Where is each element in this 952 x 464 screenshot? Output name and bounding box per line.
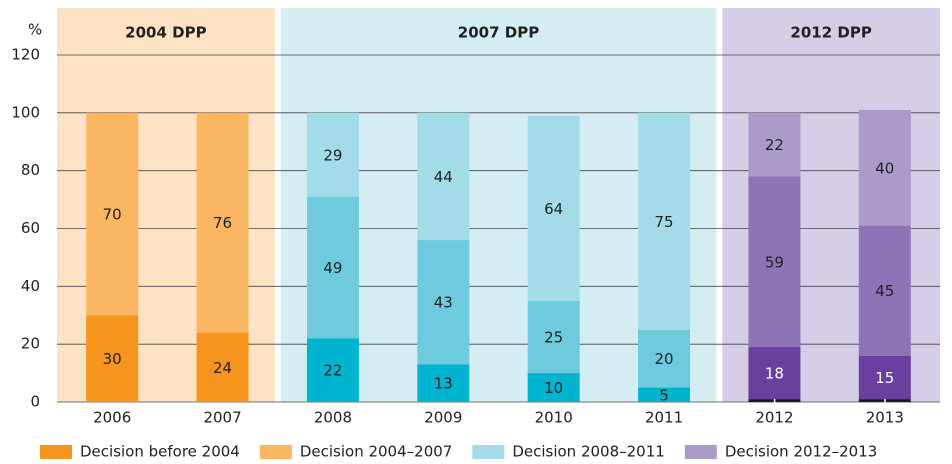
legend-swatch bbox=[684, 445, 717, 459]
x-tick-label: 2011 bbox=[645, 409, 683, 427]
x-tick-label: 2010 bbox=[535, 409, 573, 427]
group-backgrounds bbox=[57, 8, 940, 402]
data-label: 5 bbox=[659, 386, 669, 404]
data-label: 22 bbox=[323, 362, 342, 380]
data-label: 29 bbox=[323, 146, 342, 164]
bar-segment bbox=[638, 112, 691, 330]
bar-segment bbox=[858, 399, 911, 402]
data-label: 15 bbox=[875, 369, 894, 387]
bar-segment bbox=[638, 329, 691, 388]
legend-swatch bbox=[472, 445, 505, 459]
data-label: 44 bbox=[434, 168, 453, 186]
x-tick-label: 2006 bbox=[93, 409, 131, 427]
bar-segment bbox=[417, 112, 470, 241]
legend-label: Decision before 2004 bbox=[80, 443, 240, 461]
data-label: 18 bbox=[765, 365, 784, 383]
y-axis-label: % bbox=[28, 21, 42, 39]
data-label: 43 bbox=[434, 294, 453, 312]
bar-segment bbox=[306, 112, 359, 197]
y-tick-label: 20 bbox=[21, 335, 40, 353]
group-label: 2004 DPP bbox=[125, 24, 206, 42]
data-label: 64 bbox=[544, 200, 563, 218]
y-tick-label: 120 bbox=[11, 46, 40, 64]
bar-segment bbox=[417, 240, 470, 365]
legend-label: Decision 2012–2013 bbox=[725, 443, 877, 461]
bar-segment bbox=[196, 112, 249, 333]
x-tick-label: 2013 bbox=[866, 409, 904, 427]
data-label: 76 bbox=[213, 214, 232, 232]
y-tick-label: 40 bbox=[21, 277, 40, 295]
bar-segment bbox=[196, 332, 249, 402]
data-label: 1 bbox=[770, 392, 780, 410]
data-label: 59 bbox=[765, 253, 784, 271]
data-label: 10 bbox=[544, 379, 563, 397]
data-label: 30 bbox=[103, 350, 122, 368]
legend-label: Decision 2008–2011 bbox=[512, 443, 664, 461]
bar-segment bbox=[858, 225, 911, 356]
y-tick-label: 80 bbox=[21, 161, 40, 179]
data-label: 1 bbox=[880, 392, 890, 410]
data-label: 25 bbox=[544, 328, 563, 346]
bar-segment bbox=[86, 112, 139, 316]
bar-segment bbox=[306, 338, 359, 402]
legend-swatch bbox=[40, 445, 72, 459]
bar-segment bbox=[527, 115, 580, 301]
bar-segment bbox=[748, 112, 801, 177]
data-label: 75 bbox=[655, 213, 674, 231]
y-tick-label: 100 bbox=[11, 103, 40, 121]
data-label: 13 bbox=[434, 375, 453, 393]
bar-segment bbox=[858, 355, 911, 400]
bar-segment bbox=[527, 300, 580, 374]
legend-swatch bbox=[259, 445, 292, 459]
bar-segment bbox=[306, 196, 359, 339]
x-tick-label: 2009 bbox=[424, 409, 462, 427]
data-label: 22 bbox=[765, 136, 784, 154]
data-label: 45 bbox=[875, 282, 894, 300]
data-label: 20 bbox=[655, 350, 674, 368]
data-label: 24 bbox=[213, 359, 232, 377]
legend-label: Decision 2004–2007 bbox=[300, 443, 452, 461]
data-label: 49 bbox=[323, 259, 342, 277]
bar-segment bbox=[638, 387, 691, 402]
bar-segment bbox=[527, 373, 580, 402]
bar-segment bbox=[86, 315, 139, 402]
data-label: 40 bbox=[875, 159, 894, 177]
data-label: 70 bbox=[103, 206, 122, 224]
bar-segment bbox=[748, 176, 801, 348]
bar-segment bbox=[748, 347, 801, 400]
bar-segment bbox=[748, 399, 801, 402]
x-tick-label: 2012 bbox=[755, 409, 793, 427]
bar-segment bbox=[417, 364, 470, 402]
x-tick-label: 2007 bbox=[203, 409, 241, 427]
y-tick-label: 60 bbox=[21, 219, 40, 237]
y-tick-label: 0 bbox=[30, 393, 40, 411]
group-label: 2012 DPP bbox=[790, 24, 871, 42]
group-label: 2007 DPP bbox=[458, 24, 539, 42]
bar-segment bbox=[858, 109, 911, 226]
x-tick-label: 2008 bbox=[314, 409, 352, 427]
